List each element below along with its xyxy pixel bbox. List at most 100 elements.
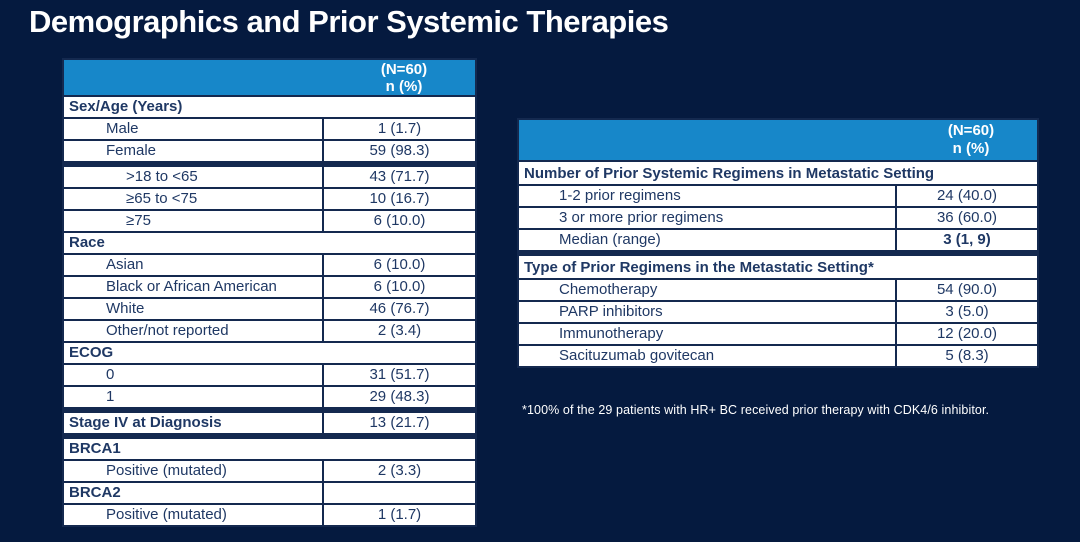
section-header-label: Type of Prior Regimens in the Metastatic… (524, 258, 874, 276)
row-label: >18 to <65 (63, 161, 323, 188)
row-label: Sacituzumab govitecan (518, 344, 896, 367)
row-label: Other/not reported (63, 319, 323, 342)
row-value: 1 (1.7) (322, 117, 476, 140)
table-row: BRCA2 (63, 481, 476, 504)
table-row: Male 1 (1.7) (63, 117, 476, 140)
row-value: 43 (71.7) (322, 161, 476, 188)
table-row: Sacituzumab govitecan 5 (8.3) (518, 344, 1038, 367)
table-row: Stage IV at Diagnosis 13 (21.7) (63, 407, 476, 436)
table-row: 1 29 (48.3) (63, 385, 476, 410)
table-row: >18 to <65 43 (71.7) (63, 161, 476, 188)
table-body: Sex/Age (Years) Male 1 (1.7) Female 59 (98.3… (63, 95, 476, 526)
section-header-label: Sex/Age (Years) (69, 98, 183, 115)
page-title: Demographics and Prior Systemic Therapie… (29, 4, 669, 39)
row-value: 5 (8.3) (895, 344, 1038, 367)
footnote: *100% of the 29 patients with HR+ BC rec… (522, 403, 990, 417)
table-row: Positive (mutated) 2 (3.3) (63, 459, 476, 482)
row-value: 10 (16.7) (322, 187, 476, 210)
row-value: 59 (98.3) (322, 139, 476, 164)
row-label: 3 or more prior regimens (518, 206, 896, 229)
table-row: Sex/Age (Years) (63, 95, 476, 118)
demographics-table: (N=60) n (%) Sex/Age (Years) Male 1 (1.7) F… (62, 58, 477, 527)
row-value: 3 (1, 9) (895, 228, 1038, 253)
table-row: Female 59 (98.3) (63, 139, 476, 164)
column-header-n-pct: (N=60) n (%) (518, 118, 1038, 162)
row-value: 46 (76.7) (322, 297, 476, 320)
row-label: Chemotherapy (518, 278, 896, 301)
prior-therapies-table: (N=60) n (%) Number of Prior Systemic Re… (517, 118, 1039, 368)
table-body: Number of Prior Systemic Regimens in Met… (518, 160, 1038, 367)
row-value: 13 (21.7) (322, 407, 476, 436)
table-row: ≥75 6 (10.0) (63, 209, 476, 232)
table-row: ≥65 to <75 10 (16.7) (63, 187, 476, 210)
row-value: 6 (10.0) (322, 209, 476, 232)
row-label: Positive (mutated) (63, 459, 323, 482)
row-value: 2 (3.3) (322, 459, 476, 482)
section-header-label: BRCA1 (69, 440, 121, 457)
header-text: (N=60) n (%) (329, 60, 476, 95)
header-n: (N=60) (380, 60, 428, 78)
header-n: (N=60) (947, 122, 995, 139)
row-value (322, 481, 476, 504)
table-header-row: (N=60) n (%) (518, 118, 1038, 162)
header-text: (N=60) n (%) (902, 122, 1038, 158)
section-header-label: Number of Prior Systemic Regimens in Met… (524, 164, 935, 182)
section-header-cell: Race (63, 231, 476, 254)
section-header-cell: Sex/Age (Years) (63, 95, 476, 118)
table-row: Median (range) 3 (1, 9) (518, 228, 1038, 253)
row-label: Male (63, 117, 323, 140)
section-header-cell: BRCA1 (63, 433, 476, 460)
table-row: Positive (mutated) 1 (1.7) (63, 503, 476, 526)
row-label: 1-2 prior regimens (518, 184, 896, 207)
table-row: Race (63, 231, 476, 254)
row-label: ≥75 (63, 209, 323, 232)
section-header-cell: Type of Prior Regimens in the Metastatic… (518, 250, 1038, 279)
row-label: Stage IV at Diagnosis (63, 407, 323, 436)
header-npct: n (%) (952, 140, 990, 157)
row-value: 6 (10.0) (322, 253, 476, 276)
table-row: Other/not reported 2 (3.4) (63, 319, 476, 342)
table-row: Immunotherapy 12 (20.0) (518, 322, 1038, 345)
section-header-cell: ECOG (63, 341, 476, 364)
row-value: 24 (40.0) (895, 184, 1038, 207)
column-header-n-pct: (N=60) n (%) (63, 58, 476, 97)
table-row: Asian 6 (10.0) (63, 253, 476, 276)
table-row: Type of Prior Regimens in the Metastatic… (518, 250, 1038, 279)
row-label: Median (range) (518, 228, 896, 253)
row-label: Black or African American (63, 275, 323, 298)
header-npct: n (%) (385, 77, 423, 95)
row-value: 31 (51.7) (322, 363, 476, 386)
table-row: PARP inhibitors 3 (5.0) (518, 300, 1038, 323)
table-row: ECOG (63, 341, 476, 364)
table-header-row: (N=60) n (%) (63, 58, 476, 97)
table-row: Chemotherapy 54 (90.0) (518, 278, 1038, 301)
table-row: 3 or more prior regimens 36 (60.0) (518, 206, 1038, 229)
table-row: Black or African American 6 (10.0) (63, 275, 476, 298)
row-value: 12 (20.0) (895, 322, 1038, 345)
row-label: BRCA2 (63, 481, 323, 504)
row-label: Female (63, 139, 323, 164)
row-value: 2 (3.4) (322, 319, 476, 342)
row-value: 6 (10.0) (322, 275, 476, 298)
section-header-cell: Number of Prior Systemic Regimens in Met… (518, 160, 1038, 185)
row-label: White (63, 297, 323, 320)
table-row: Number of Prior Systemic Regimens in Met… (518, 160, 1038, 185)
row-label: 0 (63, 363, 323, 386)
row-value: 36 (60.0) (895, 206, 1038, 229)
table-row: White 46 (76.7) (63, 297, 476, 320)
section-header-label: Race (69, 234, 105, 251)
row-label: 1 (63, 385, 323, 410)
row-value: 54 (90.0) (895, 278, 1038, 301)
row-label: Asian (63, 253, 323, 276)
table-row: 0 31 (51.7) (63, 363, 476, 386)
row-label: Immunotherapy (518, 322, 896, 345)
section-header-label: ECOG (69, 344, 114, 361)
row-value: 29 (48.3) (322, 385, 476, 410)
row-label: Positive (mutated) (63, 503, 323, 526)
table-row: 1-2 prior regimens 24 (40.0) (518, 184, 1038, 207)
row-value: 3 (5.0) (895, 300, 1038, 323)
row-label: ≥65 to <75 (63, 187, 323, 210)
table-row: BRCA1 (63, 433, 476, 460)
row-value: 1 (1.7) (322, 503, 476, 526)
